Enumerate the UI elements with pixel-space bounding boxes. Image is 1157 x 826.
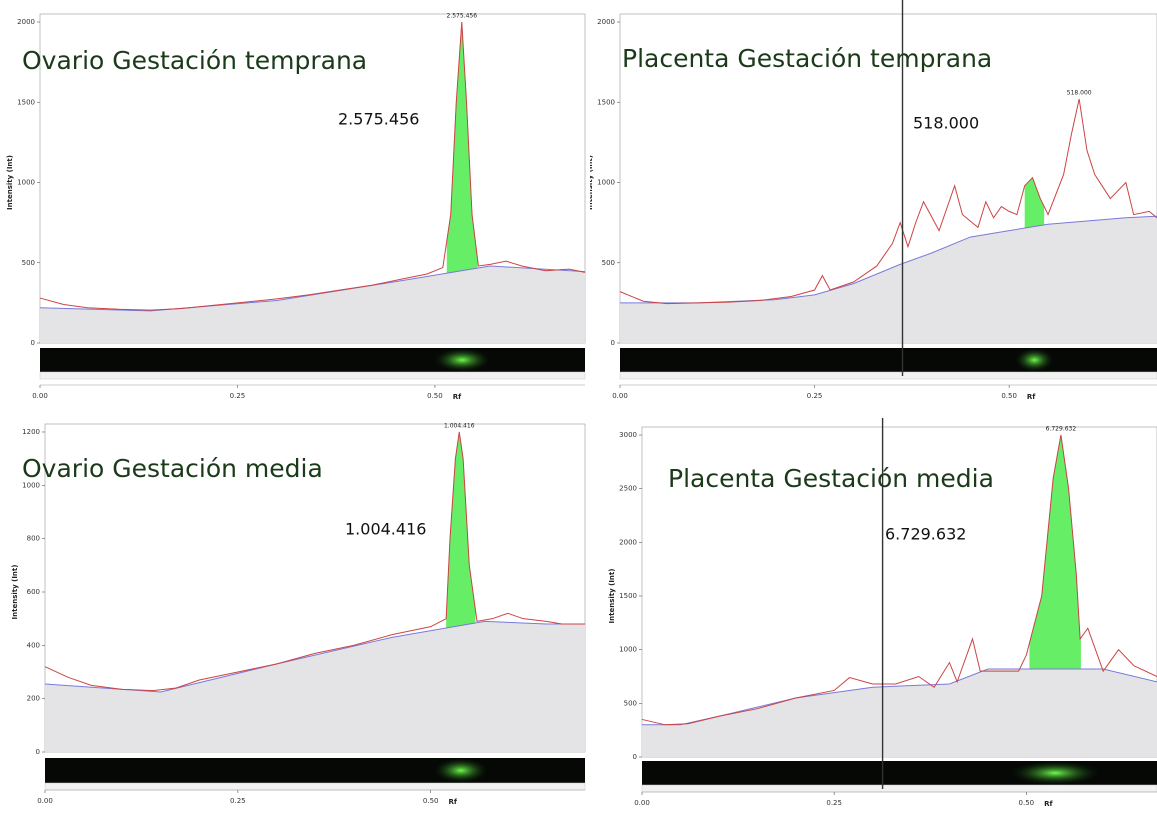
y-tick-label: 0: [611, 339, 615, 347]
y-tick-label: 0: [36, 748, 40, 756]
x-axis-label: Rf: [453, 393, 462, 401]
y-tick-label: 800: [27, 535, 40, 543]
y-tick-label: 3000: [619, 431, 637, 439]
x-tick-label: 0.00: [32, 392, 48, 400]
y-tick-label: 2000: [597, 18, 615, 26]
y-axis-label: Intensity (Int): [590, 155, 594, 210]
x-tick-label: 0.00: [612, 392, 628, 400]
band-glow: [1015, 348, 1054, 372]
y-tick-label: 1200: [22, 428, 40, 436]
y-tick-label: 1000: [619, 646, 637, 654]
y-tick-label: 1500: [597, 98, 615, 106]
y-tick-label: 500: [624, 699, 637, 707]
y-tick-label: 1500: [17, 98, 35, 106]
x-tick-label: 0.50: [423, 797, 439, 805]
x-axis-label: Rf: [1027, 393, 1036, 401]
x-axis-label: Rf: [1044, 800, 1053, 808]
scroll-bar: [620, 372, 1157, 379]
page: 0500100015002000Intensity (Int)0.000.250…: [0, 0, 1157, 826]
lane-strip: [45, 758, 585, 783]
y-axis-label: Intensity (Int): [608, 569, 616, 624]
y-axis-label: Intensity (Int): [11, 565, 19, 620]
x-tick-label: 0.25: [230, 392, 246, 400]
chart-title: Placenta Gestación media: [668, 464, 994, 493]
x-tick-label: 0.25: [807, 392, 823, 400]
y-tick-label: 0: [31, 339, 35, 347]
y-tick-label: 1500: [619, 592, 637, 600]
y-tick-label: 500: [22, 259, 35, 267]
chart-title: Ovario Gestación media: [22, 454, 323, 483]
x-tick-label: 0.50: [1001, 392, 1017, 400]
peak-label: 6.729.632: [1046, 426, 1077, 433]
x-tick-label: 0.25: [230, 797, 246, 805]
lane-strip: [40, 348, 585, 372]
y-tick-label: 600: [27, 588, 40, 596]
annotation: 1.004.416: [345, 520, 426, 539]
y-tick-label: 1000: [597, 179, 615, 187]
x-tick-label: 0.50: [1019, 799, 1035, 807]
x-tick-label: 0.00: [37, 797, 53, 805]
chart-title: Ovario Gestación temprana: [22, 46, 367, 75]
band-glow: [1010, 761, 1100, 785]
lane-strip: [620, 348, 1157, 372]
y-tick-label: 200: [27, 695, 40, 703]
panel: 0 500 1000 1500 2000 2500 3000 Intensity (Int) 0…: [590, 418, 1157, 826]
peak-label: 518.000: [1067, 90, 1092, 97]
annotation: 6.729.632: [885, 525, 966, 544]
band-glow: [433, 758, 488, 783]
y-tick-label: 2500: [619, 485, 637, 493]
peak-label: 2.575.456: [447, 13, 478, 20]
panel: 0 500 1000 1500 2000 Intensity (Int) 0.00 0.25 0…: [0, 0, 590, 415]
peak-label: 1.004.416: [444, 423, 475, 430]
y-tick-label: 500: [602, 259, 615, 267]
x-tick-label: 0.25: [826, 799, 842, 807]
x-axis-label: Rf: [448, 798, 457, 806]
y-tick-label: 2000: [619, 538, 637, 546]
annotation: 518.000: [913, 114, 979, 133]
y-tick-label: 0: [633, 753, 637, 761]
y-tick-label: 400: [27, 641, 40, 649]
scroll-bar: [40, 372, 585, 379]
chart-title: Placenta Gestación temprana: [622, 44, 992, 73]
y-tick-label: 1000: [17, 179, 35, 187]
scroll-bar: [642, 785, 1157, 792]
scroll-bar: [45, 783, 585, 790]
y-tick-label: 2000: [17, 18, 35, 26]
band-glow: [434, 348, 491, 372]
panel: 0 500 1000 1500 2000 Intensity (Int) 0.00 0.25 0…: [590, 0, 1157, 415]
x-tick-label: 0.00: [634, 799, 650, 807]
x-tick-label: 0.50: [427, 392, 443, 400]
annotation: 2.575.456: [338, 110, 419, 129]
y-axis-label: Intensity (Int): [6, 155, 14, 210]
